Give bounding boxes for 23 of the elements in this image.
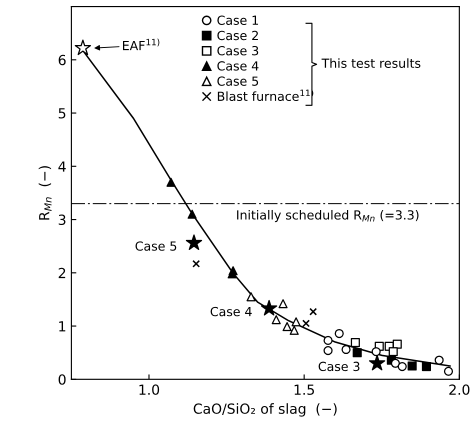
y-axis-title: R$_{Mn}$ (−) bbox=[38, 166, 52, 220]
y-tick-label: 2 bbox=[58, 268, 66, 278]
annotation: EAF$^{11)}$ bbox=[123, 38, 160, 50]
x-tick-label: 1.5 bbox=[294, 384, 314, 395]
x-tick-label: 1.0 bbox=[139, 384, 160, 395]
legend-label: Case 4 bbox=[217, 61, 258, 71]
legend-label: Case 2 bbox=[217, 30, 258, 40]
y-tick-label: 0 bbox=[58, 374, 66, 385]
annotation: This test results bbox=[322, 58, 420, 68]
y-tick-label: 5 bbox=[58, 108, 66, 119]
y-tick-label: 3 bbox=[58, 214, 66, 226]
annotation: Case 4 bbox=[210, 306, 252, 316]
x-axis-title: CaO/SiO₂ of slag (−) bbox=[194, 403, 337, 417]
y-tick-label: 4 bbox=[58, 161, 66, 172]
annotation: Case 5 bbox=[136, 241, 176, 251]
x-tick-label: 2.0 bbox=[449, 384, 470, 395]
legend-label: Case 5 bbox=[217, 76, 258, 86]
legend-label: Case 3 bbox=[217, 46, 258, 56]
y-tick-label: 1 bbox=[59, 321, 66, 332]
annotation: Case 3 bbox=[318, 362, 360, 372]
y-tick-label: 6 bbox=[58, 54, 66, 66]
legend-label: Case 1 bbox=[217, 16, 258, 25]
ref-line-label: Initially scheduled R$_{Mn}$ (=3.3) bbox=[237, 210, 418, 222]
